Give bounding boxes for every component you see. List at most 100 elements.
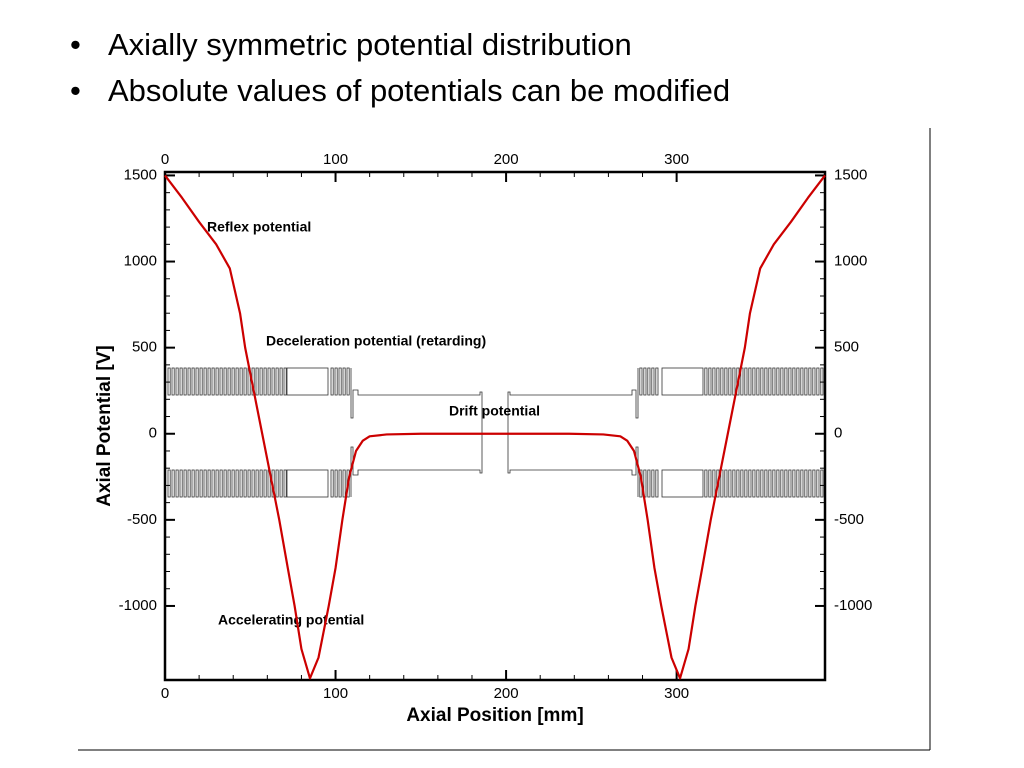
y-tick-label: 1500 bbox=[834, 166, 867, 183]
electrode bbox=[183, 469, 187, 498]
electrode bbox=[207, 367, 211, 396]
electrode bbox=[780, 469, 784, 498]
electrode bbox=[792, 469, 796, 498]
electrode bbox=[764, 469, 768, 498]
electrode bbox=[171, 367, 175, 396]
x-tick-label: 0 bbox=[161, 685, 169, 702]
x-tick-label: 300 bbox=[664, 151, 689, 168]
electrode bbox=[338, 367, 342, 396]
electrode bbox=[342, 367, 346, 396]
electrode bbox=[820, 367, 824, 396]
electrode bbox=[211, 367, 215, 396]
electrode bbox=[820, 469, 824, 498]
electrode bbox=[651, 469, 655, 498]
electrode bbox=[342, 469, 346, 498]
electrode bbox=[740, 469, 744, 498]
electrode bbox=[704, 367, 708, 396]
electrode bbox=[187, 367, 191, 396]
electrode bbox=[816, 367, 820, 396]
electrode bbox=[752, 367, 756, 396]
electrode bbox=[655, 367, 659, 396]
electrode bbox=[191, 367, 195, 396]
electrode bbox=[651, 367, 655, 396]
electrode bbox=[724, 367, 728, 396]
electrode bbox=[720, 469, 724, 498]
electrode bbox=[330, 469, 334, 498]
electrode bbox=[263, 469, 267, 498]
electrode bbox=[346, 367, 350, 396]
annotation: Accelerating potential bbox=[218, 612, 364, 628]
electrode bbox=[712, 469, 716, 498]
electrode bbox=[259, 367, 263, 396]
electrode bbox=[259, 469, 263, 498]
electrode bbox=[712, 367, 716, 396]
electrode bbox=[804, 367, 808, 396]
electrode bbox=[728, 469, 732, 498]
electrode bbox=[764, 367, 768, 396]
electrode bbox=[643, 367, 647, 396]
annotation: Drift potential bbox=[449, 403, 540, 419]
electrode bbox=[215, 367, 219, 396]
electrode bbox=[334, 367, 338, 396]
electrode bbox=[207, 469, 211, 498]
electrode bbox=[243, 367, 247, 396]
x-axis-title: Axial Position [mm] bbox=[406, 705, 583, 726]
electrode bbox=[187, 469, 191, 498]
electrode bbox=[812, 367, 816, 396]
electrode bbox=[748, 469, 752, 498]
electrode bbox=[286, 367, 329, 396]
electrode bbox=[171, 469, 175, 498]
electrode bbox=[752, 469, 756, 498]
electrode bbox=[812, 469, 816, 498]
x-tick-label: 100 bbox=[323, 685, 348, 702]
electrode bbox=[191, 469, 195, 498]
electrode bbox=[167, 469, 171, 498]
electrode bbox=[271, 367, 275, 396]
electrode bbox=[647, 469, 651, 498]
electrode bbox=[255, 367, 259, 396]
electrode bbox=[768, 367, 772, 396]
electrode bbox=[235, 469, 239, 498]
electrode bbox=[744, 367, 748, 396]
electrode bbox=[756, 469, 760, 498]
electrode bbox=[167, 367, 171, 396]
electrode bbox=[283, 367, 287, 396]
bullet: Absolute values of potentials can be mod… bbox=[60, 68, 730, 114]
electrode bbox=[768, 469, 772, 498]
electrode bbox=[816, 469, 820, 498]
electrode bbox=[211, 469, 215, 498]
y-tick-label: -500 bbox=[127, 511, 157, 528]
electrode bbox=[772, 469, 776, 498]
electrode bbox=[199, 367, 203, 396]
electrode bbox=[708, 367, 712, 396]
electrode bbox=[263, 367, 267, 396]
electrode bbox=[776, 367, 780, 396]
electrode bbox=[728, 367, 732, 396]
annotation: Deceleration potential (retarding) bbox=[266, 333, 486, 349]
electrode bbox=[231, 469, 235, 498]
electrode bbox=[231, 367, 235, 396]
electrode bbox=[796, 469, 800, 498]
potential-curve bbox=[164, 174, 826, 680]
electrode bbox=[720, 367, 724, 396]
electrode bbox=[792, 367, 796, 396]
y-tick-label: -1000 bbox=[834, 597, 872, 614]
x-tick-label: 0 bbox=[161, 151, 169, 168]
electrode bbox=[744, 469, 748, 498]
electrode bbox=[235, 367, 239, 396]
electrode bbox=[796, 367, 800, 396]
electrode bbox=[655, 469, 659, 498]
x-tick-label: 300 bbox=[664, 685, 689, 702]
electrode bbox=[808, 469, 812, 498]
electrode bbox=[507, 368, 639, 497]
y-axis-title: Axial Potential [V] bbox=[94, 345, 115, 507]
electrode bbox=[788, 469, 792, 498]
electrode bbox=[239, 469, 243, 498]
bullet: Axially symmetric potential distribution bbox=[60, 22, 730, 68]
electrode bbox=[195, 367, 199, 396]
y-tick-label: 0 bbox=[834, 425, 842, 442]
electrode bbox=[661, 469, 704, 498]
electrode bbox=[199, 469, 203, 498]
